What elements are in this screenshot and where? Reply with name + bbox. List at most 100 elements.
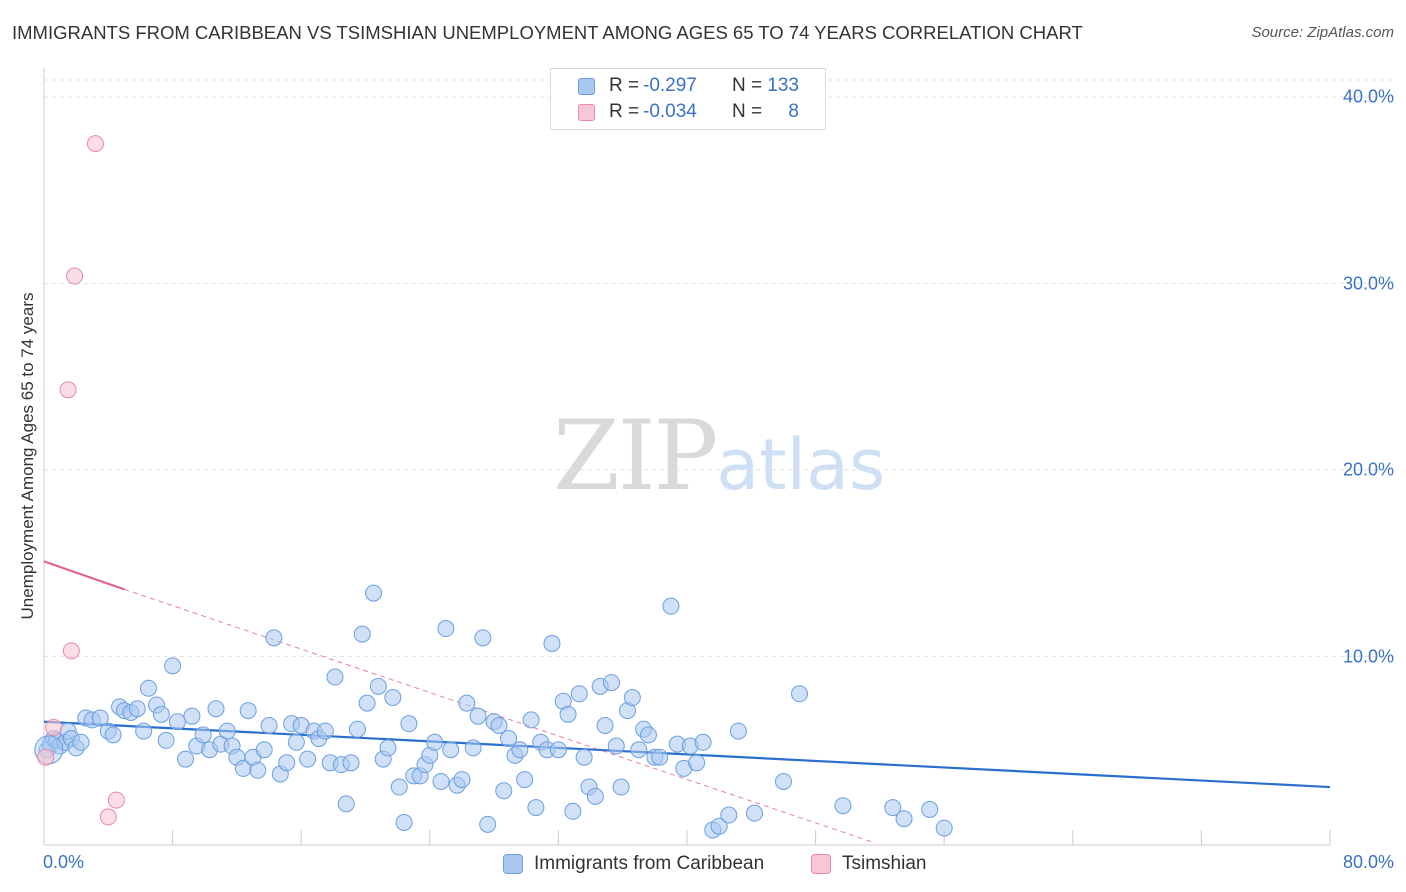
data-points	[34, 135, 953, 839]
data-point-caribbean	[479, 815, 497, 833]
trend-line-tsimshian	[43, 560, 125, 591]
data-point-caribbean	[834, 797, 852, 815]
data-point-caribbean	[426, 733, 444, 751]
data-point-caribbean	[710, 817, 728, 835]
legend-swatch-blue	[578, 78, 595, 95]
data-point-caribbean	[442, 741, 460, 759]
data-point-tsimshian	[107, 791, 125, 809]
legend-label: Immigrants from Caribbean	[534, 853, 765, 874]
data-point-caribbean	[299, 750, 317, 768]
data-point-caribbean	[746, 804, 764, 822]
y-axis-label: Unemployment Among Ages 65 to 74 years	[18, 292, 37, 620]
legend-r-value: -0.297	[643, 75, 697, 96]
source-credit: Source: ZipAtlas.com	[1251, 24, 1394, 41]
y-tick-label: 30.0%	[1342, 273, 1394, 293]
watermark: ZIPatlas	[553, 400, 885, 512]
data-point-caribbean	[612, 778, 630, 796]
data-point-caribbean	[688, 754, 706, 772]
trend-line-caribbean	[43, 720, 1331, 789]
data-point-caribbean	[255, 741, 273, 759]
legend-r-label: R =	[609, 101, 640, 122]
legend-r-label: R =	[609, 75, 640, 96]
data-point-caribbean	[379, 739, 397, 757]
data-point-caribbean	[921, 800, 939, 818]
data-point-caribbean	[564, 802, 582, 820]
x-tick-label-max: 80.0%	[1342, 852, 1394, 872]
chart-title: IMMIGRANTS FROM CARIBBEAN VS TSIMSHIAN U…	[12, 22, 1083, 43]
data-point-caribbean	[522, 711, 540, 729]
legend-swatch-pink	[578, 104, 595, 121]
data-point-caribbean	[453, 771, 471, 789]
data-point-caribbean	[249, 761, 267, 779]
data-point-caribbean	[104, 726, 122, 744]
data-point-tsimshian	[66, 267, 84, 285]
data-point-caribbean	[337, 795, 355, 813]
data-point-caribbean	[543, 634, 561, 652]
data-point-tsimshian	[99, 808, 117, 826]
legend-r-value: -0.034	[643, 101, 697, 122]
data-point-caribbean	[895, 810, 913, 828]
data-point-caribbean	[623, 689, 641, 707]
data-point-caribbean	[437, 620, 455, 638]
data-point-caribbean	[575, 748, 593, 766]
data-point-caribbean	[570, 685, 588, 703]
data-point-caribbean	[549, 741, 567, 759]
data-point-caribbean	[500, 730, 518, 748]
data-point-caribbean	[662, 597, 680, 615]
data-point-tsimshian	[59, 381, 77, 399]
data-point-caribbean	[353, 625, 371, 643]
legend-n-value: 8	[788, 101, 799, 122]
data-point-caribbean	[935, 819, 953, 837]
data-point-tsimshian	[37, 748, 55, 766]
data-point-caribbean	[384, 689, 402, 707]
data-point-caribbean	[729, 722, 747, 740]
data-point-caribbean	[128, 700, 146, 718]
correlation-legend: R = -0.297 N = 133 R = -0.034 N = 8	[550, 68, 826, 130]
legend-swatch-blue	[503, 854, 523, 874]
data-point-caribbean	[358, 694, 376, 712]
legend-row-caribbean: R = -0.297 N = 133	[551, 75, 825, 101]
legend-n-value: 133	[767, 75, 799, 96]
axes	[43, 68, 1331, 846]
data-point-caribbean	[474, 629, 492, 647]
data-point-caribbean	[516, 771, 534, 789]
data-point-caribbean	[527, 799, 545, 817]
data-point-caribbean	[511, 741, 529, 759]
data-point-caribbean	[651, 748, 669, 766]
data-point-caribbean	[287, 733, 305, 751]
data-point-caribbean	[369, 677, 387, 695]
data-point-caribbean	[342, 754, 360, 772]
data-point-caribbean	[176, 750, 194, 768]
legend-n-label: N =	[732, 101, 763, 122]
data-point-caribbean	[602, 674, 620, 692]
data-point-caribbean	[207, 700, 225, 718]
data-point-caribbean	[458, 694, 476, 712]
data-point-caribbean	[490, 717, 508, 735]
data-point-tsimshian	[45, 718, 63, 736]
data-point-caribbean	[278, 754, 296, 772]
data-point-caribbean	[400, 715, 418, 733]
data-point-caribbean	[390, 778, 408, 796]
data-point-caribbean	[469, 707, 487, 725]
data-point-caribbean	[495, 782, 513, 800]
data-point-caribbean	[348, 720, 366, 738]
data-point-caribbean	[157, 731, 175, 749]
legend-n-label: N =	[732, 75, 763, 96]
data-point-caribbean	[694, 733, 712, 751]
data-point-caribbean	[194, 726, 212, 744]
data-point-caribbean	[630, 741, 648, 759]
trend-lines	[43, 560, 1331, 844]
data-point-caribbean	[559, 705, 577, 723]
data-point-tsimshian	[62, 642, 80, 660]
data-point-caribbean	[91, 709, 109, 727]
data-point-caribbean	[596, 717, 614, 735]
data-point-caribbean	[365, 584, 383, 602]
legend-row-tsimshian: R = -0.034 N = 8	[551, 101, 825, 127]
data-point-caribbean	[183, 707, 201, 725]
legend-swatch-pink	[811, 854, 831, 874]
data-point-caribbean	[168, 713, 186, 731]
y-tick-label: 40.0%	[1342, 86, 1394, 107]
data-point-caribbean	[164, 657, 182, 675]
data-point-caribbean	[326, 668, 344, 686]
